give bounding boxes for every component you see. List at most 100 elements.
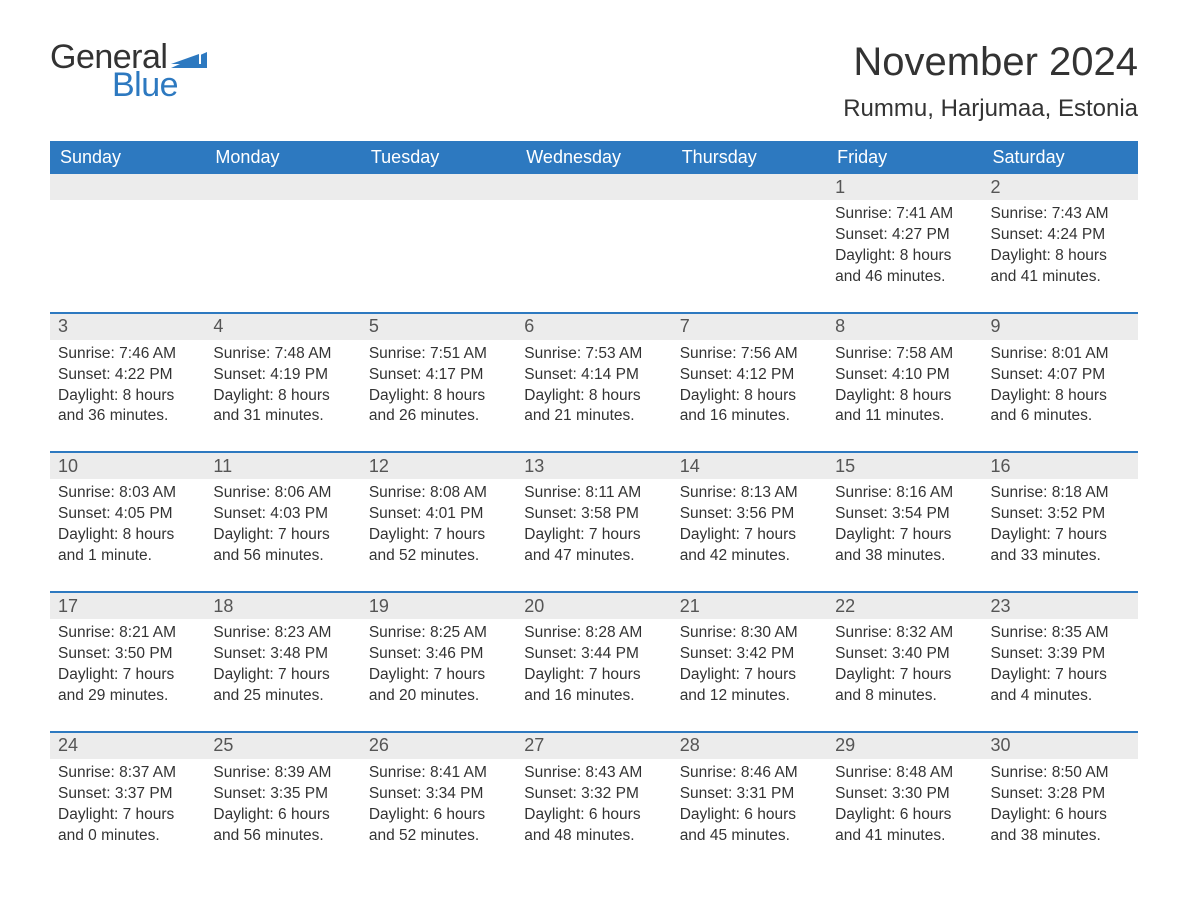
weekday-header-row: SundayMondayTuesdayWednesdayThursdayFrid… bbox=[50, 141, 1138, 174]
day-cell: 9Sunrise: 8:01 AMSunset: 4:07 PMDaylight… bbox=[983, 314, 1138, 438]
day-cell: 30Sunrise: 8:50 AMSunset: 3:28 PMDayligh… bbox=[983, 733, 1138, 857]
day-body: Sunrise: 8:48 AMSunset: 3:30 PMDaylight:… bbox=[827, 759, 982, 857]
sunrise-line: Sunrise: 8:39 AM bbox=[213, 763, 352, 784]
daylight-line-1: Daylight: 7 hours bbox=[524, 665, 663, 686]
daylight-line-2: and 12 minutes. bbox=[680, 686, 819, 707]
empty-day-strip bbox=[205, 174, 360, 200]
day-cell: 5Sunrise: 7:51 AMSunset: 4:17 PMDaylight… bbox=[361, 314, 516, 438]
day-body: Sunrise: 8:32 AMSunset: 3:40 PMDaylight:… bbox=[827, 619, 982, 717]
sunset-line: Sunset: 3:32 PM bbox=[524, 784, 663, 805]
day-cell: 28Sunrise: 8:46 AMSunset: 3:31 PMDayligh… bbox=[672, 733, 827, 857]
weekday-header: Wednesday bbox=[516, 141, 671, 174]
day-body: Sunrise: 8:46 AMSunset: 3:31 PMDaylight:… bbox=[672, 759, 827, 857]
sunrise-line: Sunrise: 8:28 AM bbox=[524, 623, 663, 644]
sunrise-line: Sunrise: 7:48 AM bbox=[213, 344, 352, 365]
sunset-line: Sunset: 3:46 PM bbox=[369, 644, 508, 665]
daylight-line-2: and 6 minutes. bbox=[991, 406, 1130, 427]
weekday-header: Sunday bbox=[50, 141, 205, 174]
day-body: Sunrise: 8:01 AMSunset: 4:07 PMDaylight:… bbox=[983, 340, 1138, 438]
daylight-line-1: Daylight: 8 hours bbox=[991, 386, 1130, 407]
daylight-line-1: Daylight: 8 hours bbox=[835, 246, 974, 267]
week-spacer bbox=[50, 298, 1138, 312]
daylight-line-1: Daylight: 7 hours bbox=[213, 525, 352, 546]
day-body: Sunrise: 8:18 AMSunset: 3:52 PMDaylight:… bbox=[983, 479, 1138, 577]
daylight-line-2: and 29 minutes. bbox=[58, 686, 197, 707]
day-number: 16 bbox=[983, 453, 1138, 479]
sunset-line: Sunset: 3:31 PM bbox=[680, 784, 819, 805]
daylight-line-1: Daylight: 7 hours bbox=[524, 525, 663, 546]
daylight-line-2: and 56 minutes. bbox=[213, 546, 352, 567]
day-body: Sunrise: 8:23 AMSunset: 3:48 PMDaylight:… bbox=[205, 619, 360, 717]
day-cell: 20 Sunrise: 8:28 AMSunset: 3:44 PMDayligh… bbox=[516, 593, 671, 717]
day-cell: 17Sunrise: 8:21 AMSunset: 3:50 PMDayligh… bbox=[50, 593, 205, 717]
sunset-line: Sunset: 4:01 PM bbox=[369, 504, 508, 525]
daylight-line-1: Daylight: 6 hours bbox=[369, 805, 508, 826]
day-cell: 15Sunrise: 8:16 AMSunset: 3:54 PMDayligh… bbox=[827, 453, 982, 577]
daylight-line-2: and 47 minutes. bbox=[524, 546, 663, 567]
daylight-line-1: Daylight: 7 hours bbox=[213, 665, 352, 686]
daylight-line-1: Daylight: 6 hours bbox=[680, 805, 819, 826]
day-body: Sunrise: 7:51 AMSunset: 4:17 PMDaylight:… bbox=[361, 340, 516, 438]
week-spacer bbox=[50, 577, 1138, 591]
day-cell: 23Sunrise: 8:35 AMSunset: 3:39 PMDayligh… bbox=[983, 593, 1138, 717]
day-number: 26 bbox=[361, 733, 516, 759]
sunrise-line: Sunrise: 7:58 AM bbox=[835, 344, 974, 365]
sunrise-line: Sunrise: 8:43 AM bbox=[524, 763, 663, 784]
sunset-line: Sunset: 3:40 PM bbox=[835, 644, 974, 665]
day-number: 19 bbox=[361, 593, 516, 619]
sunrise-line: Sunrise: 8:46 AM bbox=[680, 763, 819, 784]
sunrise-line: Sunrise: 8:01 AM bbox=[991, 344, 1130, 365]
daylight-line-1: Daylight: 8 hours bbox=[213, 386, 352, 407]
daylight-line-2: and 16 minutes. bbox=[680, 406, 819, 427]
day-body: Sunrise: 8:35 AMSunset: 3:39 PMDaylight:… bbox=[983, 619, 1138, 717]
sunset-line: Sunset: 3:28 PM bbox=[991, 784, 1130, 805]
day-number: 20 bbox=[516, 593, 671, 619]
sunrise-line: Sunrise: 8:08 AM bbox=[369, 483, 508, 504]
sunset-line: Sunset: 3:44 PM bbox=[524, 644, 663, 665]
sunset-line: Sunset: 3:37 PM bbox=[58, 784, 197, 805]
day-body: Sunrise: 7:56 AMSunset: 4:12 PMDaylight:… bbox=[672, 340, 827, 438]
day-cell: 12Sunrise: 8:08 AMSunset: 4:01 PMDayligh… bbox=[361, 453, 516, 577]
day-cell bbox=[50, 174, 205, 298]
sunrise-line: Sunrise: 7:51 AM bbox=[369, 344, 508, 365]
weeks-container: 1Sunrise: 7:41 AMSunset: 4:27 PMDaylight… bbox=[50, 174, 1138, 856]
sunrise-line: Sunrise: 8:18 AM bbox=[991, 483, 1130, 504]
sunrise-line: Sunrise: 8:13 AM bbox=[680, 483, 819, 504]
daylight-line-2: and 11 minutes. bbox=[835, 406, 974, 427]
daylight-line-1: Daylight: 8 hours bbox=[58, 525, 197, 546]
sunset-line: Sunset: 4:10 PM bbox=[835, 365, 974, 386]
sunrise-line: Sunrise: 7:53 AM bbox=[524, 344, 663, 365]
sunset-line: Sunset: 3:34 PM bbox=[369, 784, 508, 805]
day-number: 6 bbox=[516, 314, 671, 340]
day-number: 30 bbox=[983, 733, 1138, 759]
day-number: 9 bbox=[983, 314, 1138, 340]
daylight-line-2: and 42 minutes. bbox=[680, 546, 819, 567]
day-number: 24 bbox=[50, 733, 205, 759]
day-body: Sunrise: 7:48 AMSunset: 4:19 PMDaylight:… bbox=[205, 340, 360, 438]
day-number: 13 bbox=[516, 453, 671, 479]
daylight-line-1: Daylight: 8 hours bbox=[58, 386, 197, 407]
daylight-line-2: and 52 minutes. bbox=[369, 826, 508, 847]
daylight-line-1: Daylight: 7 hours bbox=[991, 525, 1130, 546]
daylight-line-1: Daylight: 7 hours bbox=[369, 665, 508, 686]
sunrise-line: Sunrise: 7:41 AM bbox=[835, 204, 974, 225]
daylight-line-2: and 26 minutes. bbox=[369, 406, 508, 427]
day-number: 21 bbox=[672, 593, 827, 619]
daylight-line-2: and 38 minutes. bbox=[835, 546, 974, 567]
day-cell: 27Sunrise: 8:43 AMSunset: 3:32 PMDayligh… bbox=[516, 733, 671, 857]
sunset-line: Sunset: 4:17 PM bbox=[369, 365, 508, 386]
sunrise-line: Sunrise: 8:03 AM bbox=[58, 483, 197, 504]
daylight-line-1: Daylight: 7 hours bbox=[680, 665, 819, 686]
sunset-line: Sunset: 3:52 PM bbox=[991, 504, 1130, 525]
daylight-line-1: Daylight: 7 hours bbox=[58, 665, 197, 686]
daylight-line-2: and 8 minutes. bbox=[835, 686, 974, 707]
day-cell: 3Sunrise: 7:46 AMSunset: 4:22 PMDaylight… bbox=[50, 314, 205, 438]
day-number: 22 bbox=[827, 593, 982, 619]
sunrise-line: Sunrise: 7:46 AM bbox=[58, 344, 197, 365]
day-number: 5 bbox=[361, 314, 516, 340]
week-row: 17Sunrise: 8:21 AMSunset: 3:50 PMDayligh… bbox=[50, 591, 1138, 717]
daylight-line-1: Daylight: 8 hours bbox=[991, 246, 1130, 267]
weekday-header: Friday bbox=[827, 141, 982, 174]
day-body: Sunrise: 7:58 AMSunset: 4:10 PMDaylight:… bbox=[827, 340, 982, 438]
daylight-line-1: Daylight: 7 hours bbox=[991, 665, 1130, 686]
